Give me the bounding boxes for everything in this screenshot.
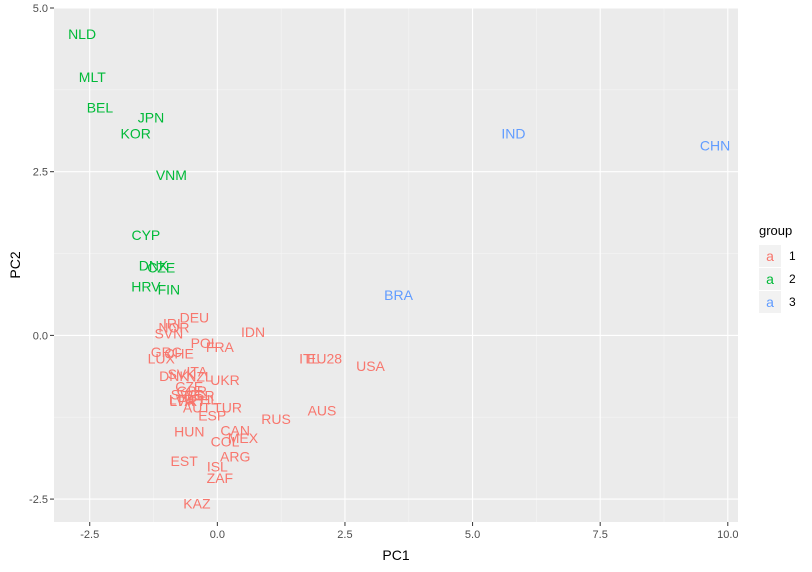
minor-gridlines xyxy=(54,8,738,522)
point-label-swe: SWE xyxy=(171,386,203,402)
point-label-lux: LUX xyxy=(148,350,176,366)
point-label-col: COL xyxy=(211,433,240,449)
point-label-dnk: DNK xyxy=(139,257,169,273)
point-label-eu28: EU28 xyxy=(307,350,342,366)
point-label-cze: CZE xyxy=(175,378,203,394)
x-axis-title: PC1 xyxy=(382,547,409,563)
point-label-isl: ISL xyxy=(207,458,228,474)
point-label-pol: POL xyxy=(191,335,219,351)
point-label-kaz: KAZ xyxy=(183,496,211,512)
point-label-prt: PRT xyxy=(178,393,206,409)
x-tick-label: -2.5 xyxy=(80,529,99,541)
point-label-usa: USA xyxy=(356,358,385,374)
x-tick-label: 7.5 xyxy=(593,529,608,541)
point-label-ind: IND xyxy=(501,126,525,142)
legend-entry-label: 2 xyxy=(789,272,796,286)
point-label-fra: FRA xyxy=(206,339,235,355)
legend-entry-label: 1 xyxy=(789,249,796,263)
point-label-hrv: HRV xyxy=(131,278,161,294)
x-tick-label: 5.0 xyxy=(465,529,480,541)
point-label-grc: GRC xyxy=(151,344,182,360)
point-label-idn: IDN xyxy=(241,324,265,340)
point-label-zaf: ZAF xyxy=(207,470,233,486)
point-label-svk: SVK xyxy=(168,366,197,382)
y-axis-title: PC2 xyxy=(7,251,23,278)
point-label-cze: CZE xyxy=(147,259,175,275)
x-tick-label: 0.0 xyxy=(210,529,225,541)
point-label-est: EST xyxy=(171,453,199,469)
point-label-tur: TUR xyxy=(213,399,242,415)
x-tick-label: 2.5 xyxy=(337,529,352,541)
point-label-rus: RUS xyxy=(261,411,291,427)
x-tick-label: 10.0 xyxy=(717,529,738,541)
x-axis: -2.5 0.0 2.5 5.0 7.5 10.0 xyxy=(80,522,739,541)
point-label-ita: ITA xyxy=(187,363,208,379)
point-label-ltu: LTU xyxy=(169,392,194,408)
y-tick-label: -2.5 xyxy=(29,494,48,506)
point-label-bra: BRA xyxy=(384,287,413,303)
panel-background xyxy=(54,8,738,522)
point-label-irl: IRL xyxy=(163,316,185,332)
point-label-nzl: NZL xyxy=(186,369,213,385)
point-label-arg: ARG xyxy=(220,449,250,465)
point-label-aus: AUS xyxy=(308,403,337,419)
legend-title: group xyxy=(759,223,792,238)
point-label-can: CAN xyxy=(220,422,250,438)
point-label-ukr: UKR xyxy=(210,372,240,388)
point-label-bgr: BGR xyxy=(184,388,214,404)
point-label-svn: SVN xyxy=(154,325,183,341)
legend-key xyxy=(759,268,781,290)
legend-key-glyph: a xyxy=(766,271,774,287)
y-tick-label: 2.5 xyxy=(33,167,48,179)
point-label-bel: BEL xyxy=(87,100,114,116)
point-label-deu: DEU xyxy=(180,310,210,326)
point-label-jpn: JPN xyxy=(138,109,164,125)
legend-key xyxy=(759,291,781,313)
point-label-che: CHE xyxy=(164,346,194,362)
major-gridlines xyxy=(54,7,738,522)
point-label-hun: HUN xyxy=(174,424,204,440)
point-label-cyp: CYP xyxy=(131,227,160,243)
legend-entry-label: 3 xyxy=(789,295,796,309)
point-label-gbr: GBR xyxy=(177,383,207,399)
point-label-nld: NLD xyxy=(68,26,96,42)
legend-key xyxy=(759,245,781,267)
point-label-nor: NOR xyxy=(158,320,189,336)
legend-key-glyph: a xyxy=(766,248,774,264)
point-label-phl: PHL xyxy=(191,392,218,408)
point-label-kor: KOR xyxy=(120,126,150,142)
point-label-dnk: DNK xyxy=(159,368,189,384)
point-label-vnm: VNM xyxy=(156,167,187,183)
point-label-mlt: MLT xyxy=(79,69,106,85)
point-label-chn: CHN xyxy=(700,138,730,154)
y-tick-label: 5.0 xyxy=(33,3,48,15)
legend: group a 1 a 2 a 3 xyxy=(759,223,796,313)
point-label-itl: ITL xyxy=(299,350,319,366)
point-label-mex: MEX xyxy=(228,430,259,446)
point-label-aut: AUT xyxy=(183,399,211,415)
y-tick-label: 0.0 xyxy=(33,330,48,342)
y-axis: -2.5 0.0 2.5 5.0 xyxy=(29,3,54,506)
point-label-fin: FIN xyxy=(158,282,181,298)
point-label-esp: ESP xyxy=(198,407,226,423)
legend-key-glyph: a xyxy=(766,294,774,310)
point-label-lva: LVA xyxy=(169,393,194,409)
